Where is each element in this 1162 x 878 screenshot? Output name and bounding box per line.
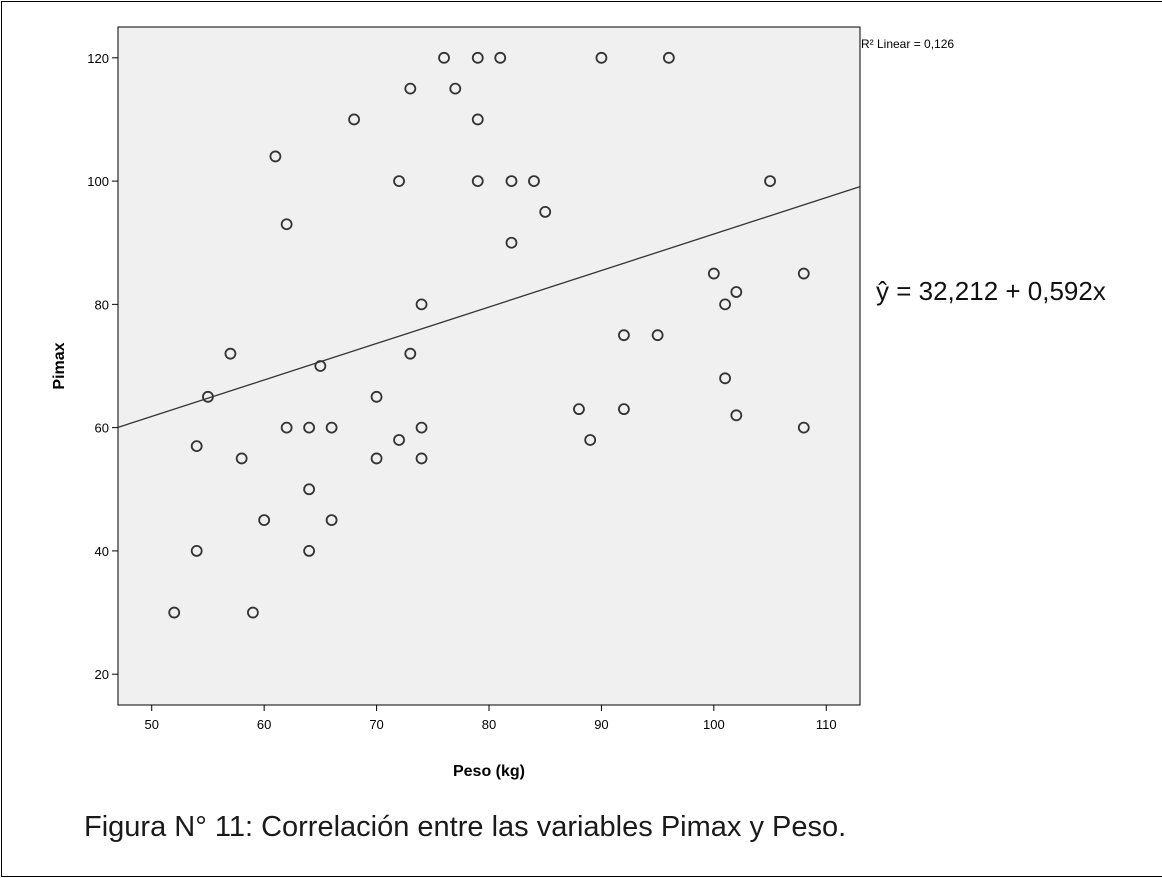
data-point bbox=[662, 51, 675, 64]
data-point bbox=[370, 452, 383, 465]
data-point bbox=[438, 51, 450, 64]
data-point bbox=[415, 298, 428, 311]
x-axis-label: Peso (kg) bbox=[453, 763, 525, 780]
data-point bbox=[595, 51, 608, 64]
data-point bbox=[303, 421, 316, 434]
data-point bbox=[471, 175, 484, 187]
data-point bbox=[494, 51, 507, 64]
data-point bbox=[573, 403, 585, 416]
data-point bbox=[303, 483, 316, 496]
data-point bbox=[618, 403, 630, 416]
data-point bbox=[269, 150, 282, 163]
data-point bbox=[707, 267, 720, 280]
data-point bbox=[168, 606, 181, 619]
x-tick-label: 100 bbox=[703, 717, 725, 732]
x-tick-label: 60 bbox=[257, 717, 271, 732]
data-points bbox=[168, 51, 810, 619]
data-point bbox=[584, 434, 597, 446]
data-point bbox=[505, 175, 518, 187]
data-point bbox=[471, 113, 484, 126]
data-point bbox=[325, 421, 338, 434]
data-point bbox=[415, 452, 428, 465]
data-point bbox=[393, 175, 405, 187]
data-point bbox=[303, 545, 316, 557]
y-tick-label: 100 bbox=[87, 174, 109, 189]
data-point bbox=[280, 218, 293, 231]
data-point bbox=[190, 545, 203, 557]
data-point bbox=[202, 390, 214, 403]
data-point bbox=[235, 452, 248, 465]
data-point bbox=[539, 206, 552, 218]
data-point bbox=[719, 298, 731, 311]
data-point bbox=[528, 175, 540, 187]
data-point bbox=[797, 421, 810, 434]
y-tick-label: 60 bbox=[95, 421, 109, 436]
x-tick-label: 50 bbox=[144, 717, 158, 732]
data-point bbox=[764, 175, 776, 187]
plot-area bbox=[117, 26, 861, 706]
data-point bbox=[618, 329, 630, 342]
y-axis: 20 40 60 80 100 120 bbox=[87, 51, 118, 682]
data-point bbox=[404, 82, 417, 95]
data-point bbox=[258, 514, 271, 526]
data-point bbox=[314, 360, 327, 372]
data-point bbox=[415, 421, 428, 434]
data-point bbox=[730, 286, 743, 298]
y-tick-label: 20 bbox=[95, 667, 109, 682]
regression-equation: ŷ = 32,212 + 0,592x bbox=[876, 276, 1106, 306]
y-tick-label: 80 bbox=[95, 297, 109, 312]
x-tick-label: 70 bbox=[369, 717, 383, 732]
x-tick-label: 90 bbox=[594, 717, 608, 732]
scatter-chart: 20 40 60 80 100 120 50 60 70 80 90 100 110 Peso (kg… bbox=[51, 26, 954, 780]
data-point bbox=[719, 372, 731, 385]
r2-label: R² Linear = 0,126 bbox=[861, 37, 954, 51]
data-point bbox=[449, 82, 462, 95]
y-axis-label: Pimax bbox=[51, 342, 68, 389]
data-point bbox=[348, 113, 360, 126]
data-point bbox=[280, 421, 293, 434]
data-point bbox=[797, 267, 810, 280]
data-point bbox=[190, 440, 203, 453]
data-point bbox=[404, 347, 417, 360]
x-tick-label: 110 bbox=[816, 717, 837, 732]
y-tick-label: 40 bbox=[95, 544, 109, 559]
x-axis: 50 60 70 80 90 100 110 bbox=[144, 705, 837, 732]
data-point bbox=[370, 390, 383, 403]
data-point bbox=[505, 236, 518, 249]
data-point bbox=[730, 409, 743, 422]
figure-caption: Figura N° 11: Correlación entre las vari… bbox=[84, 811, 847, 843]
data-point bbox=[224, 347, 237, 360]
data-point bbox=[325, 514, 338, 526]
data-point bbox=[247, 606, 259, 619]
x-tick-label: 80 bbox=[482, 717, 496, 732]
y-tick-label: 120 bbox=[87, 51, 109, 66]
data-point bbox=[393, 434, 405, 446]
regression-line bbox=[117, 185, 861, 429]
data-point bbox=[471, 51, 484, 64]
data-point bbox=[651, 329, 664, 342]
